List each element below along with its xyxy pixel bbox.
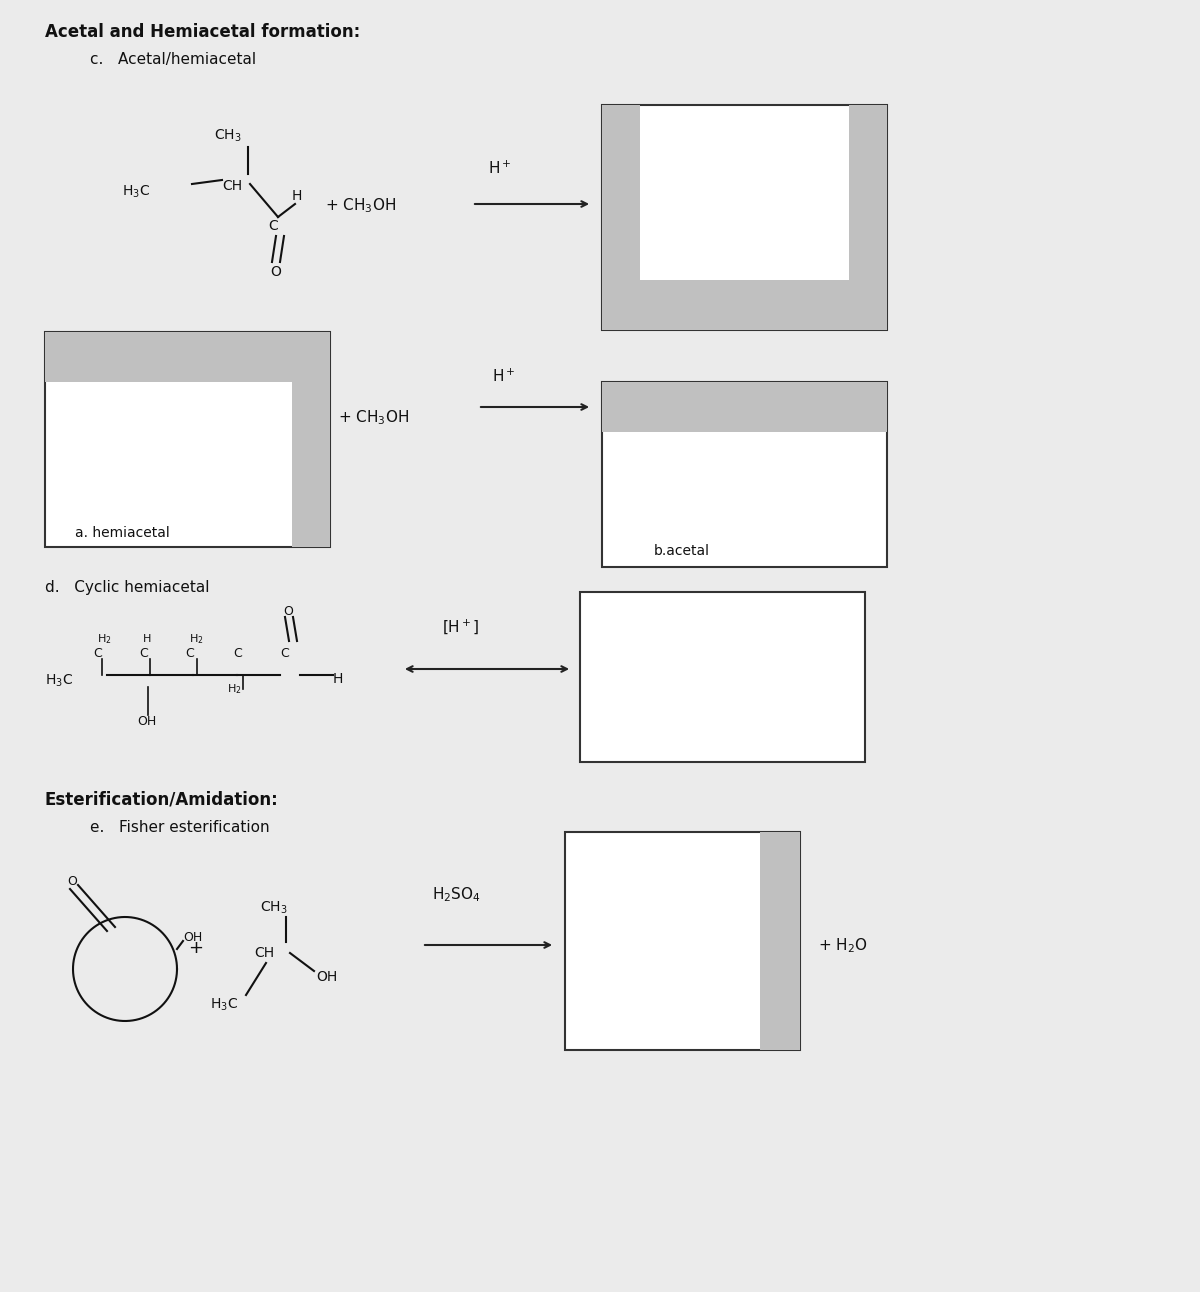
Text: H: H [334,672,343,686]
Bar [46,332,330,547]
Text: Acetal and Hemiacetal formation:: Acetal and Hemiacetal formation: [46,23,360,41]
Text: C: C [94,647,102,660]
Text: [H$^+$]: [H$^+$] [442,618,479,636]
Text: a. hemiacetal: a. hemiacetal [650,311,745,326]
Text: H$_2$: H$_2$ [227,682,241,696]
Bar [580,592,865,762]
Text: c.   Acetal/hemiacetal: c. Acetal/hemiacetal [90,52,256,67]
Bar [602,105,640,280]
Bar [602,382,887,567]
Text: CH$_3$: CH$_3$ [214,128,242,145]
Text: H$^+$: H$^+$ [492,368,516,385]
Bar [46,332,292,382]
Text: a. hemiacetal: a. hemiacetal [74,526,169,540]
Text: O: O [67,875,77,888]
Bar [760,832,800,1050]
Text: O: O [283,605,293,618]
Text: C: C [139,647,148,660]
Text: Esterification/Amidation:: Esterification/Amidation: [46,789,278,808]
Text: H: H [292,189,302,203]
Text: H$_3$C: H$_3$C [46,673,73,690]
Text: CH$_3$: CH$_3$ [260,901,288,916]
Text: H$_3$C: H$_3$C [210,997,238,1013]
Text: H$_3$C: H$_3$C [122,183,150,200]
Text: OH: OH [137,714,156,727]
Text: CH: CH [222,180,242,193]
Bar [602,280,887,329]
Text: H: H [143,634,151,643]
Text: C: C [185,647,193,660]
Text: O: O [270,265,281,279]
Text: e.   Fisher esterification: e. Fisher esterification [90,820,270,835]
Text: H$_2$SO$_4$: H$_2$SO$_4$ [432,885,481,903]
Text: + CH$_3$OH: + CH$_3$OH [325,196,396,214]
Bar [602,382,887,432]
Text: C: C [280,647,289,660]
Text: C: C [233,647,241,660]
Text: CH: CH [254,946,274,960]
Text: H$_2$: H$_2$ [97,632,112,646]
Bar [848,105,887,280]
Text: OH: OH [182,932,203,944]
Text: +: + [188,939,203,957]
Text: + CH$_3$OH: + CH$_3$OH [338,408,409,426]
Bar [602,105,887,329]
Text: OH: OH [316,970,337,985]
Text: H$^+$: H$^+$ [488,160,511,177]
Text: d.   Cyclic hemiacetal: d. Cyclic hemiacetal [46,580,210,596]
Bar [565,832,800,1050]
Bar [292,332,330,547]
Text: C: C [268,220,277,233]
Text: H$_2$: H$_2$ [190,632,204,646]
Text: + H$_2$O: + H$_2$O [818,935,868,955]
Text: b.acetal: b.acetal [654,544,710,558]
